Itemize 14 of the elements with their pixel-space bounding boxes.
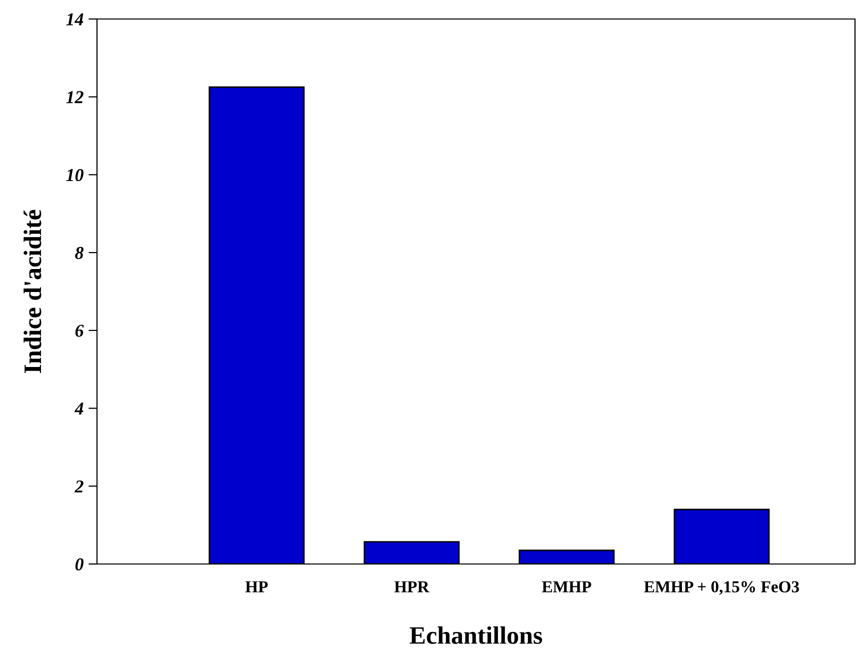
y-axis-title: Indice d'acidité [24,210,42,373]
y-tick-label: 2 [74,480,84,492]
x-tick-label: HPR [394,581,430,592]
x-tick-label: HP [245,581,268,592]
x-tick-label: EMHP [542,581,592,592]
y-tick-label: 0 [75,558,84,570]
y-tick-label: 14 [66,13,84,26]
x-tick-label: EMHP + 0,15% FeO3 [644,581,800,595]
y-tick-label: 10 [66,168,84,182]
y-tick-label: 4 [74,402,84,415]
y-tick-label: 6 [75,324,84,337]
y-tick-label: 12 [66,91,84,104]
y-tick-label: 8 [75,246,84,260]
x-axis-title: Echantillons [410,626,542,644]
